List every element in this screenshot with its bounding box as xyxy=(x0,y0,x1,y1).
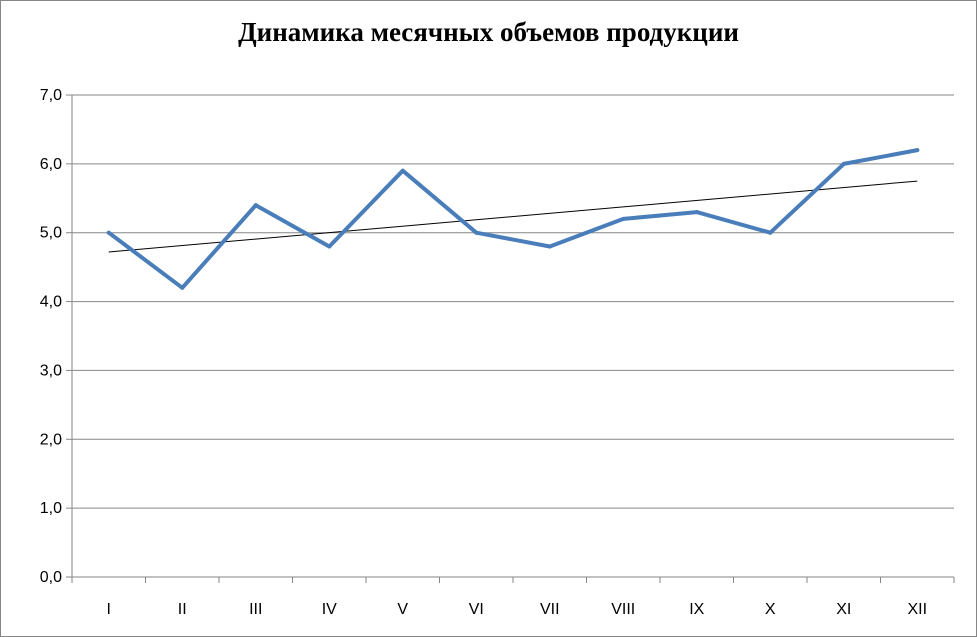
x-tick-label: VII xyxy=(540,601,560,618)
y-tick-label: 2,0 xyxy=(40,431,62,448)
data-point xyxy=(400,168,405,173)
trend-line xyxy=(108,180,918,253)
x-tick-label: VI xyxy=(469,601,484,618)
x-tick-label: IV xyxy=(322,601,337,618)
series-line xyxy=(106,148,920,290)
data-point xyxy=(547,244,552,249)
data-point xyxy=(180,285,185,290)
x-tick-label: XII xyxy=(907,601,927,618)
y-tick-label: 7,0 xyxy=(40,87,62,104)
x-tick-label: V xyxy=(397,601,408,618)
x-tick-label: III xyxy=(249,601,262,618)
chart-title: Динамика месячных объемов продукции xyxy=(238,17,739,47)
y-tick-label: 5,0 xyxy=(40,225,62,242)
data-point xyxy=(474,230,479,235)
y-tick-label: 4,0 xyxy=(40,294,62,311)
data-point xyxy=(841,161,846,166)
data-point xyxy=(915,148,920,153)
x-tick-label: IX xyxy=(689,601,704,618)
x-tick-label: VIII xyxy=(611,601,635,618)
y-tick-label: 6,0 xyxy=(40,156,62,173)
x-tick-label: XI xyxy=(836,601,851,618)
data-point xyxy=(327,244,332,249)
data-point xyxy=(694,210,699,215)
data-point xyxy=(253,203,258,208)
data-point xyxy=(621,216,626,221)
data-point xyxy=(106,230,111,235)
x-tick-label: II xyxy=(178,601,187,618)
x-tick-label: X xyxy=(765,601,776,618)
y-tick-label: 1,0 xyxy=(40,500,62,517)
y-tick-label: 3,0 xyxy=(40,362,62,379)
data-point xyxy=(768,230,773,235)
y-tick-label: 0,0 xyxy=(40,569,62,586)
x-tick-label: I xyxy=(107,601,111,618)
